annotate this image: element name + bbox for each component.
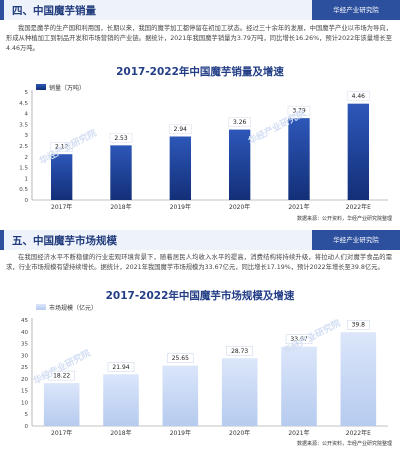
x-tick-label: 2021年 [288,203,309,211]
data-label: 39.8 [352,322,366,329]
data-label: 2.53 [114,135,128,142]
y-tick-label: 15 [21,389,28,395]
y-tick-label: 3.5 [19,122,28,128]
data-label-box [107,362,135,372]
data-label: 3.79 [292,108,306,115]
data-label-box [347,320,370,330]
data-label-box [287,105,311,116]
data-label: 4.46 [352,93,366,100]
section-title: 四、中国魔芋销量 [12,5,96,17]
data-label: 3.26 [233,119,247,126]
bar [50,154,73,200]
x-tick-label: 2017年 [51,429,72,437]
bar [340,332,377,426]
section-paragraph: 我国是魔芋的生产国和利用国，长期以来，我国的魔芋加工都停留在初加工状态。经过三十… [6,25,392,52]
y-tick-label: 2 [25,155,29,161]
bar [228,129,251,200]
legend: 销量（万吨） [36,84,85,92]
legend-swatch [36,304,46,310]
data-label: 33.67 [290,336,307,343]
y-tick-label: 30 [21,353,28,359]
sales-chart-container: 销量（万吨） 0 0.5 1 1.5 2 2.5 3 3.5 4 4.5 5 2.12 2017年 2.53… [6,80,394,212]
y-tick-label: 1.5 [19,166,28,172]
x-tick-label: 2018年 [110,429,131,437]
data-label: 28.73 [231,348,248,355]
bar [110,145,132,200]
market-bar-chart: 市场规模（亿元） 0 5 10 15 20 25 30 35 40 45 18.22 2017年 21.9… [21,304,388,437]
bar [221,358,258,426]
bar [281,346,317,426]
y-tick-label: 45 [21,318,28,324]
data-label-box [228,117,251,127]
brand-tag: 华经产业研究院 [312,0,400,20]
y-tick-label: 1 [25,176,29,182]
chart-title: 2017-2022年中国魔芋销量及增速 [116,66,284,78]
data-label-box [167,353,194,363]
y-tick-label: 20 [21,377,28,383]
data-label-box [285,334,313,344]
data-label: 18.22 [53,373,70,380]
data-label: 25.65 [172,355,189,362]
bar [169,136,192,200]
section-header-sales: 四、中国魔芋销量 华经产业研究院 [0,0,400,20]
y-tick-label: 10 [21,400,28,406]
bar [43,383,80,426]
legend-swatch [36,84,46,90]
section-header-market: 五、中国魔芋市场规模 华经产业研究院 [0,230,400,250]
bar [103,374,139,426]
y-tick-label: 2.5 [19,144,28,150]
bar [288,118,310,200]
legend: 市场规模（亿元） [36,304,97,312]
bar [162,365,199,426]
data-label-box [169,124,192,134]
data-label-box [109,133,133,143]
x-tick-label: 2018年 [110,203,131,211]
data-label-box [226,346,253,356]
data-label-box [50,142,73,152]
bar [347,103,370,200]
data-label: 2.12 [55,144,69,151]
x-tick-label: 2020年 [229,429,250,437]
y-tick-label: 4 [25,112,29,118]
data-label-box [48,370,75,381]
data-label: 21.94 [112,364,129,371]
y-tick-label: 35 [21,342,28,348]
x-tick-label: 2019年 [170,429,191,437]
section-paragraph: 在我国经济水平不断稳健的行业宏观环境背景下，随着居民人均收入水平的提高，消费结构… [6,254,392,271]
x-tick-label: 2022年E [346,203,371,211]
x-tick-label: 2017年 [51,203,72,211]
x-tick-label: 2019年 [170,203,191,211]
y-tick-label: 5 [25,412,29,418]
y-tick-label: 5 [25,90,29,96]
source-note: 数据来源：公开资料，华经产业研究院整理 [296,441,392,447]
y-tick-label: 0 [25,198,29,204]
y-tick-label: 40 [21,330,28,336]
source-note: 数据来源：公开资料，华经产业研究院整理 [296,216,392,222]
y-tick-label: 25 [21,365,28,371]
sales-bar-chart: 销量（万吨）00.511.522.533.544.552.122017年2.53… [19,84,388,211]
market-chart-container: 市场规模（亿元） 0 5 10 15 20 25 30 35 40 45 18.22 2017年 21.9… [6,302,394,438]
x-tick-label: 2021年 [288,429,309,437]
x-tick-label: 2022年E [346,429,371,437]
y-tick-label: 3 [25,133,29,139]
y-tick-label: 4.5 [19,101,28,107]
data-label: 2.94 [174,126,188,133]
brand-tag: 华经产业研究院 [312,230,400,250]
legend-label: 销量（万吨） [49,84,85,92]
x-tick-label: 2020年 [229,203,250,211]
section-title: 五、中国魔芋市场规模 [12,235,117,247]
legend-label: 市场规模（亿元） [49,304,97,312]
y-tick-label: 0.5 [19,187,28,193]
chart-title: 2017-2022年中国魔芋市场规模及增速 [105,290,295,302]
data-label-box [347,91,370,101]
y-tick-label: 0 [25,424,29,430]
